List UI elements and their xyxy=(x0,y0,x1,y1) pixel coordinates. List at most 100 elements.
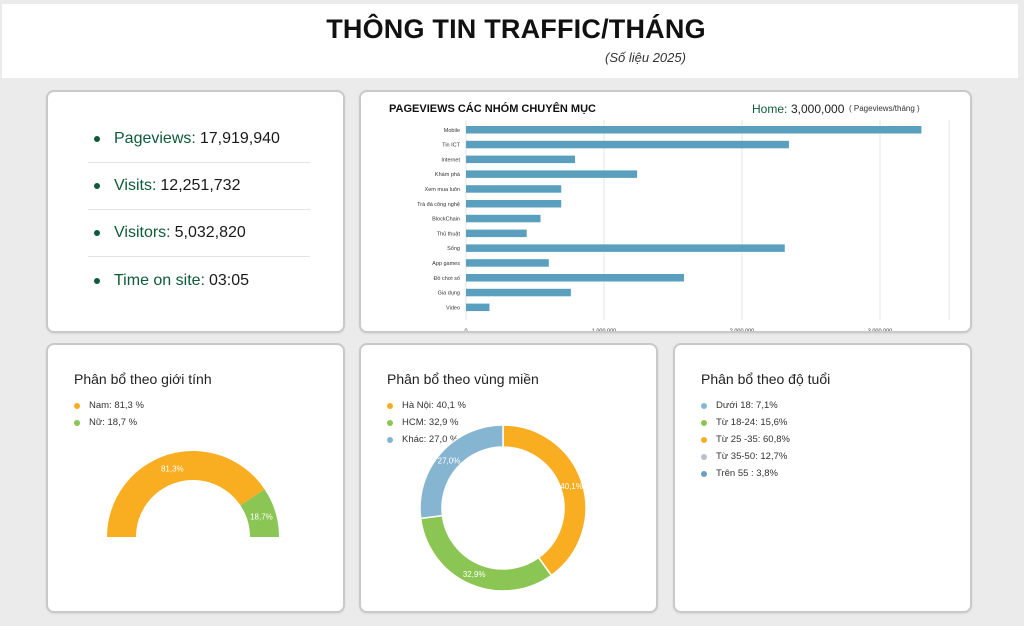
legend-item: HCM: 32,9 % xyxy=(387,414,466,431)
bar xyxy=(466,185,562,193)
legend-swatch xyxy=(701,470,707,477)
legend-label: Dưới 18: 7,1% xyxy=(716,400,778,411)
stat-time-on-site: Time on site: 03:05 xyxy=(88,257,310,304)
stat-value: 5,032,820 xyxy=(174,224,246,241)
bar-category-label: App games xyxy=(432,261,460,267)
x-tick-label: 2.000.000 xyxy=(730,328,754,331)
slice-label: 81,3% xyxy=(161,465,184,474)
donut-slice xyxy=(419,514,553,592)
legend-item: Trên 55 : 3,8% xyxy=(701,465,790,482)
bar xyxy=(466,259,549,267)
bar xyxy=(466,200,562,208)
legend-item: Từ 35-50: 12,7% xyxy=(701,448,790,465)
slice-label: 27,0% xyxy=(438,456,461,465)
region-distribution-card: Phân bổ theo vùng miền Hà Nội: 40,1 % HCM… xyxy=(359,343,658,613)
x-tick-label: 1.000.000 xyxy=(592,328,616,331)
page-subtitle: (Số liệu 2025) xyxy=(605,50,686,65)
stat-value: 03:05 xyxy=(209,271,250,289)
legend-swatch xyxy=(701,402,707,409)
legend-swatch xyxy=(387,419,393,426)
legend-label: Trên 55 : 3,8% xyxy=(716,468,778,479)
bar-category-label: Video xyxy=(446,305,460,311)
bar xyxy=(466,288,571,297)
stat-label: Visitors: xyxy=(114,224,171,241)
region-donut-chart: 40,1% 32,9% 27,0% xyxy=(419,424,587,592)
gender-card-title: Phân bổ theo giới tính xyxy=(74,371,212,387)
bar-category-label: Trà đá công nghệ xyxy=(417,202,460,208)
legend-label: Hà Nội: 40,1 % xyxy=(402,400,466,411)
x-tick-label: 3.000.000 xyxy=(868,328,892,331)
legend-swatch xyxy=(74,402,80,409)
x-tick-label: 0 xyxy=(464,328,467,331)
bar xyxy=(466,303,490,312)
stat-pageviews: Pageviews: 17,919,940 xyxy=(88,116,310,163)
donut-slice xyxy=(419,424,504,520)
slice-label: 40,1% xyxy=(560,482,583,491)
stat-label: Time on site: xyxy=(114,271,205,289)
bar-category-label: Mobile xyxy=(444,128,460,134)
donut-slice xyxy=(107,451,265,537)
bullet-icon xyxy=(94,183,100,189)
bar-category-label: Xem mua luôn xyxy=(425,187,460,193)
bar xyxy=(466,244,785,252)
bar xyxy=(466,140,789,149)
legend-swatch xyxy=(701,436,707,443)
bar-category-label: BlockChain xyxy=(432,217,460,223)
legend-swatch xyxy=(387,402,393,409)
traffic-stats-card: Pageviews: 17,919,940 Visits: 12,251,732… xyxy=(46,90,345,333)
bar xyxy=(466,229,527,238)
bullet-icon xyxy=(94,136,100,142)
legend-label: Từ 18-24: 15,6% xyxy=(716,417,788,428)
header-panel xyxy=(2,4,1018,78)
pageviews-by-category-card: Mobile Tin ICT Internet Khám phá Xem mua luô… xyxy=(359,90,972,333)
age-distribution-card: Phân bổ theo độ tuổi Dưới 18: 7,1% Từ 18-… xyxy=(673,343,972,613)
gender-half-donut-chart: 81,3% 18,7% xyxy=(107,451,279,537)
stat-value: 17,919,940 xyxy=(199,130,280,147)
legend-item: Nữ: 18,7 % xyxy=(74,414,144,431)
legend-item: Từ 25 -35: 60,8% xyxy=(701,431,790,448)
slice-label: 18,7% xyxy=(250,512,273,521)
home-label: Home: xyxy=(752,102,788,116)
donut-slice xyxy=(240,489,279,537)
legend-item: Dưới 18: 7,1% xyxy=(701,397,790,414)
bar xyxy=(466,155,576,164)
stat-visitors: Visitors: 5,032,820 xyxy=(88,210,310,257)
legend-item: Hà Nội: 40,1 % xyxy=(387,397,466,414)
bar-category-label: Tin ICT xyxy=(442,143,460,149)
region-legend: Hà Nội: 40,1 % HCM: 32,9 % Khác: 27,0 % xyxy=(387,397,466,448)
donut-slice xyxy=(502,424,587,577)
bar xyxy=(466,170,638,178)
legend-label: Từ 25 -35: 60,8% xyxy=(716,434,790,445)
legend-item: Từ 18-24: 15,6% xyxy=(701,414,790,431)
bar-chart-title: PAGEVIEWS CÁC NHÓM CHUYÊN MỤC xyxy=(389,103,596,115)
bar-category-label: Gia dụng xyxy=(438,291,460,297)
region-card-title: Phân bổ theo vùng miền xyxy=(387,371,539,387)
bullet-icon xyxy=(94,277,100,284)
stat-visits: Visits: 12,251,732 xyxy=(88,163,310,210)
legend-swatch xyxy=(701,419,707,426)
legend-swatch xyxy=(701,453,707,460)
home-unit: ( Pageviews/tháng ) xyxy=(849,104,920,113)
age-legend: Dưới 18: 7,1% Từ 18-24: 15,6% Từ 25 -35: 6… xyxy=(701,397,790,482)
pageviews-bar-chart: Mobile Tin ICT Internet Khám phá Xem mua luô… xyxy=(417,120,950,331)
stat-label: Visits: xyxy=(114,177,157,194)
legend-item: Nam: 81,3 % xyxy=(74,397,144,414)
page-header: THÔNG TIN TRAFFIC/THÁNG (Số liệu 2025) xyxy=(0,0,1024,80)
bar xyxy=(466,274,685,282)
legend-label: Nam: 81,3 % xyxy=(89,400,144,411)
bar-category-label: Đồ chơi số xyxy=(433,276,460,282)
bar xyxy=(466,214,541,223)
bullet-icon xyxy=(94,230,100,236)
gender-legend: Nam: 81,3 % Nữ: 18,7 % xyxy=(74,397,144,431)
stat-label: Pageviews: xyxy=(114,130,196,147)
page-title: THÔNG TIN TRAFFIC/THÁNG xyxy=(326,14,706,44)
bar-category-label: Internet xyxy=(441,157,460,163)
legend-swatch xyxy=(74,419,80,426)
slice-label: 32,9% xyxy=(463,570,486,579)
bar-category-label: Khám phá xyxy=(435,172,461,178)
bar xyxy=(466,126,922,134)
home-value: 3,000,000 xyxy=(791,102,845,116)
legend-label: Nữ: 18,7 % xyxy=(89,417,138,428)
bar-category-label: Sống xyxy=(447,246,460,252)
bar-category-label: Thủ thuật xyxy=(437,230,461,237)
